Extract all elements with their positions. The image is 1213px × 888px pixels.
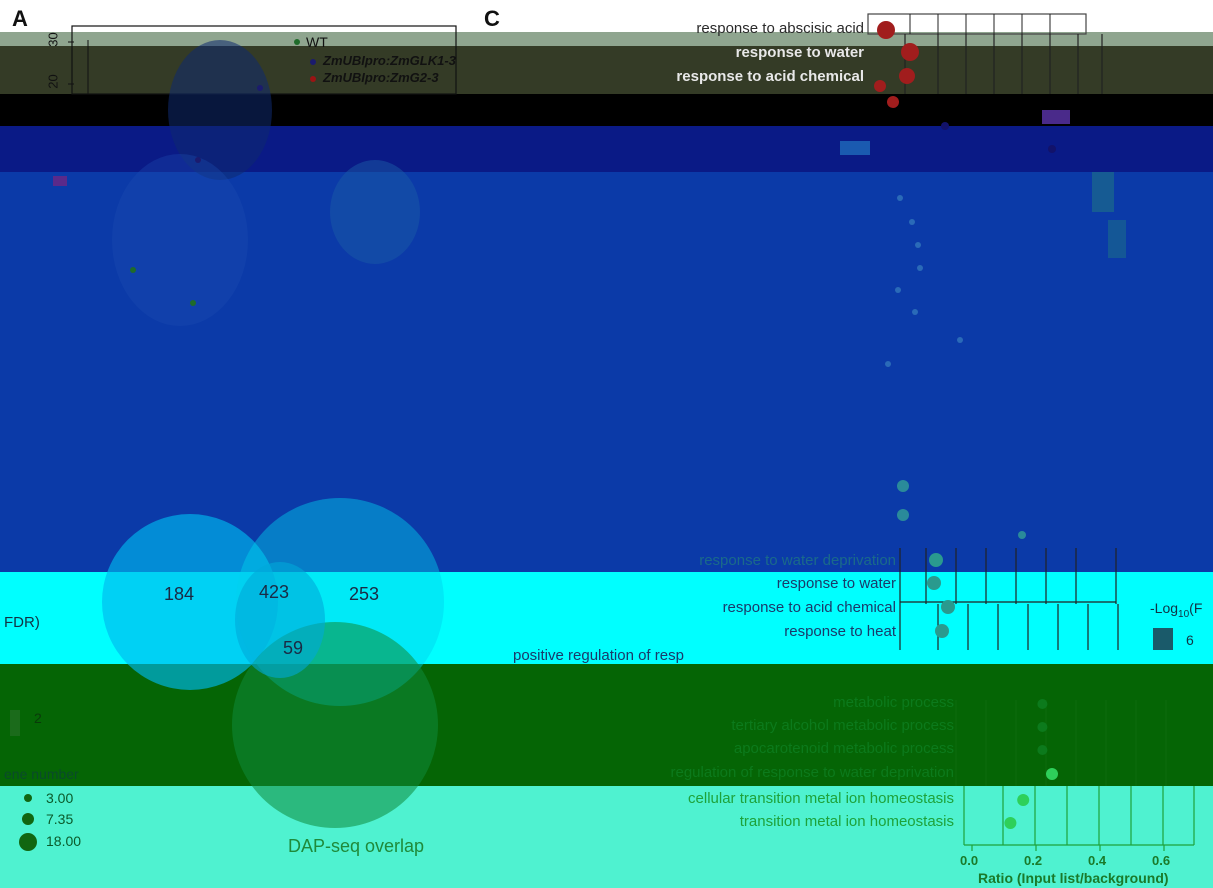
legend-dot-g2 (310, 76, 316, 82)
size-legend-small: 3.00 (46, 790, 74, 806)
venn-count-center: 423 (259, 582, 290, 602)
mid-term-1: response to water deprivation (699, 552, 896, 569)
venn-set-label: DAP-seq overlap (288, 836, 425, 856)
mid-dot-1 (929, 553, 943, 567)
panel-letter-c: C (484, 6, 500, 31)
legend-wt: WT (306, 34, 328, 50)
x-tick-1: 0.2 (1024, 853, 1043, 868)
bottom-term-1: metabolic process (833, 694, 954, 711)
venn-circle-left (102, 514, 278, 690)
top-term-1: response to abscisic acid (696, 20, 864, 37)
color-legend-title: -Log10(F (1150, 600, 1202, 620)
panel-letter-a: A (12, 6, 28, 31)
mid-term-3: response to acid chemical (722, 599, 896, 616)
gray-green-band (0, 32, 1213, 46)
top-term-column: response to abscisic acid response to wa… (560, 20, 864, 100)
size-legend-mid: 7.35 (46, 811, 74, 827)
bottom-dot-2 (1037, 722, 1048, 732)
tick-two: 2 (34, 710, 42, 726)
x-tick-0: 0.0 (960, 853, 979, 868)
venn-count-left: 184 (164, 584, 195, 604)
bottom-dot-4 (1046, 768, 1058, 780)
fdr-fragment: FDR) (4, 614, 40, 631)
mid-term-column: response to water deprivation response t… (470, 550, 896, 662)
legend-g2: ZmUBIpro:ZmG2-3 (323, 70, 439, 85)
y-tick-20: 20 (45, 74, 61, 89)
color-legend-swatch (1153, 628, 1173, 650)
y-tick-30: 30 (45, 32, 61, 47)
venn-center-lens (235, 562, 325, 678)
x-axis-label: Ratio (Input list/background) (978, 870, 1169, 886)
panel-c-top-header (867, 13, 1087, 35)
x-tick-2: 0.4 (1088, 853, 1107, 868)
top-term-2: response to water (735, 44, 864, 61)
mid-term-4: response to heat (784, 623, 896, 640)
ellipse-g2 (330, 160, 420, 264)
color-legend-suffix: (F (1189, 600, 1203, 616)
mid-dot-2 (927, 576, 941, 590)
top-dot-3 (899, 68, 915, 84)
venn-count-right: 253 (349, 584, 380, 604)
bottom-term-5: cellular transition metal ion homeostasi… (688, 790, 954, 807)
bottom-term-3: apocarotenoid metabolic process (733, 740, 954, 757)
blue-band (0, 172, 1213, 572)
bottom-term-4: regulation of response to water deprivat… (670, 764, 954, 781)
mid-term-2: response to water (776, 575, 896, 592)
color-legend-title-text: -Log (1150, 600, 1179, 616)
legend-glk: ZmUBIpro:ZmGLK1-3 (323, 53, 456, 68)
mid-dot-4 (935, 624, 949, 638)
mid-term-5: positive regulation of resp (513, 647, 684, 664)
top-dot-2 (901, 43, 919, 61)
x-tick-3: 0.6 (1152, 853, 1171, 868)
size-legend-title: ene number (4, 766, 79, 782)
legend-dot-wt (294, 39, 300, 45)
bottom-dot-3 (1037, 745, 1048, 755)
mint-band (0, 786, 1213, 888)
top-term-3: response to acid chemical (676, 68, 864, 85)
bottom-dot-5 (1017, 794, 1030, 806)
top-band (0, 0, 1213, 32)
bottom-term-6: transition metal ion homeostasis (739, 813, 954, 830)
color-legend-sub: 10 (1178, 608, 1190, 620)
mid-dot-3 (941, 600, 955, 614)
venn-count-triple: 59 (283, 638, 304, 658)
top-dot-1 (877, 21, 895, 39)
bottom-dot-1 (1037, 699, 1048, 709)
ellipse-glk-upper (168, 40, 272, 180)
bottom-term-2: tertiary alcohol metabolic process (731, 717, 954, 734)
ellipse-wt (112, 154, 248, 326)
bottom-term-column: metabolic process tertiary alcohol metab… (560, 694, 954, 834)
size-legend-large: 18.00 (46, 833, 82, 849)
size-legend-dot-mid (22, 813, 34, 825)
size-legend-dot-large (19, 833, 37, 851)
color-legend-value: 6 (1186, 632, 1194, 648)
bottom-dot-6 (1004, 817, 1017, 829)
size-legend-dot-small (24, 794, 32, 802)
legend-dot-glk (310, 59, 316, 65)
